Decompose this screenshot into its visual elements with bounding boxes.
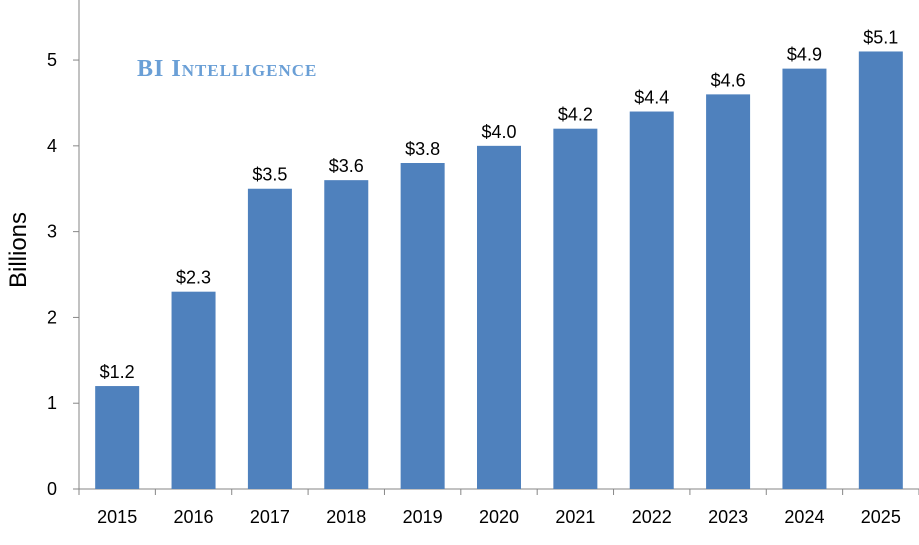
bar	[553, 128, 598, 489]
bar	[706, 94, 751, 490]
y-tick-label: 4	[47, 136, 57, 156]
y-tick-label: 1	[47, 393, 57, 413]
x-tick-label: 2016	[174, 507, 214, 527]
x-tick-label: 2024	[784, 507, 824, 527]
y-tick-label: 3	[47, 222, 57, 242]
data-label: $2.3	[176, 268, 211, 288]
data-label: $4.2	[558, 105, 593, 125]
bar	[400, 163, 445, 489]
data-label: $3.8	[405, 139, 440, 159]
data-label: $4.0	[481, 122, 516, 142]
y-axis: 0 1 2 3 4 5	[47, 0, 80, 499]
bars	[95, 51, 903, 490]
bar	[782, 68, 827, 489]
bar	[247, 188, 292, 489]
data-label: $4.4	[634, 88, 669, 108]
data-label: $3.5	[252, 165, 287, 185]
brand-watermark: BI Intelligence	[137, 56, 318, 82]
x-tick-label: 2020	[479, 507, 519, 527]
bar	[171, 291, 216, 489]
data-label: $1.2	[100, 362, 135, 382]
x-tick-label: 2018	[326, 507, 366, 527]
bar	[95, 386, 140, 489]
bar	[629, 111, 674, 490]
x-tick-label: 2023	[708, 507, 748, 527]
x-tick-label: 2025	[861, 507, 901, 527]
y-tick-label: 5	[47, 50, 57, 70]
x-axis: 2015 2016 2017 2018 2019 2020 2021 2022 2023 2024…	[78, 488, 919, 527]
x-tick-label: 2022	[632, 507, 672, 527]
x-tick-label: 2019	[403, 507, 443, 527]
x-tick-label: 2015	[97, 507, 137, 527]
x-tick-label: 2021	[555, 507, 595, 527]
data-label: $4.6	[711, 70, 746, 90]
y-tick-label: 0	[47, 479, 57, 499]
data-label: $5.1	[863, 27, 898, 47]
y-axis-title: Billions	[5, 212, 32, 288]
bar	[477, 145, 521, 489]
data-label: $4.9	[787, 45, 822, 65]
x-tick-label: 2017	[250, 507, 290, 527]
bar	[324, 180, 369, 489]
bar	[858, 51, 903, 489]
data-labels: $1.2 $2.3 $3.5 $3.6 $3.8 $4.0 $4.2 $4.4 $4.6 $4.9…	[100, 27, 899, 382]
y-tick-label: 2	[47, 307, 57, 327]
data-label: $3.6	[329, 156, 364, 176]
